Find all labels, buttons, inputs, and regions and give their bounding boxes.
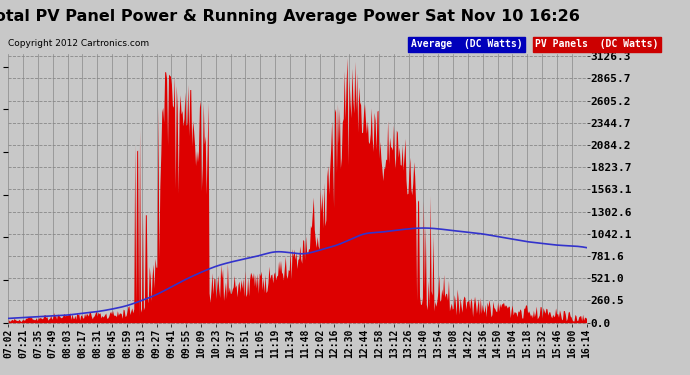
Text: PV Panels  (DC Watts): PV Panels (DC Watts) [535,39,659,50]
Text: Copyright 2012 Cartronics.com: Copyright 2012 Cartronics.com [8,39,150,48]
Text: Average  (DC Watts): Average (DC Watts) [411,39,522,50]
Text: Total PV Panel Power & Running Average Power Sat Nov 10 16:26: Total PV Panel Power & Running Average P… [0,9,580,24]
